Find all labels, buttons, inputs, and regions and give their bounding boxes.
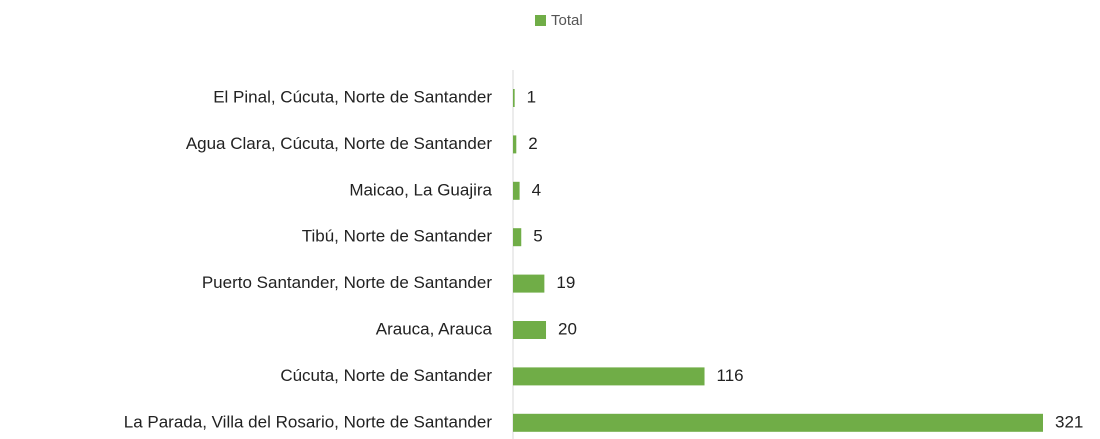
legend-label: Total [551, 12, 583, 29]
data-label: 20 [558, 319, 577, 338]
bar [513, 413, 1043, 432]
bar [513, 89, 515, 107]
y-tick-label: Cúcuta, Norte de Santander [280, 366, 492, 385]
y-tick-label: Arauca, Arauca [376, 319, 493, 338]
y-tick-label: El Pinal, Cúcuta, Norte de Santander [213, 87, 492, 106]
data-label: 2 [528, 134, 537, 153]
y-tick-label: Puerto Santander, Norte de Santander [202, 273, 492, 292]
data-label: 321 [1055, 412, 1083, 431]
bar [513, 181, 520, 200]
bar [513, 321, 547, 339]
data-label: 116 [717, 366, 744, 385]
y-tick-label: La Parada, Villa del Rosario, Norte de S… [124, 412, 493, 431]
legend-swatch [535, 15, 546, 26]
data-label: 19 [556, 273, 575, 292]
data-label: 5 [533, 227, 542, 246]
bar [513, 228, 522, 247]
y-tick-label: Maicao, La Guajira [349, 180, 492, 199]
y-tick-label: Agua Clara, Cúcuta, Norte de Santander [186, 134, 493, 153]
data-label: 4 [532, 180, 541, 199]
bar [513, 274, 545, 293]
data-label: 1 [527, 87, 536, 106]
y-tick-label: Tibú, Norte de Santander [302, 227, 493, 246]
bar [513, 367, 705, 386]
bar [513, 135, 517, 154]
